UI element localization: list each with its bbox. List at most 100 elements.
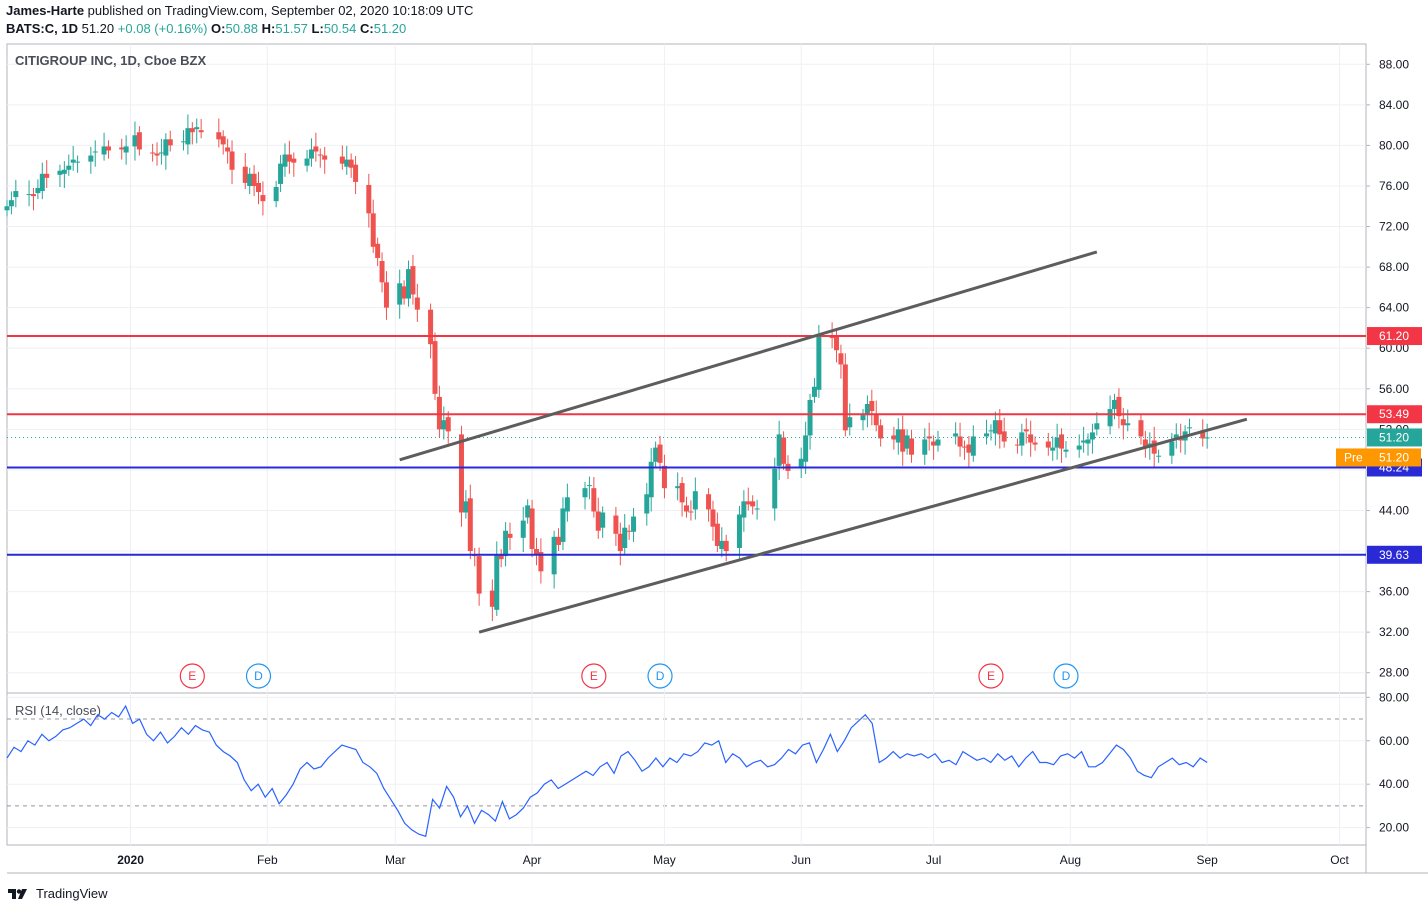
trend-line — [399, 250, 1098, 462]
author-name[interactable]: James-Harte — [6, 3, 85, 18]
candle-body — [180, 141, 186, 143]
candle-body — [626, 530, 632, 532]
candle-body — [1023, 429, 1029, 432]
candle-body — [860, 415, 866, 421]
candle-body — [926, 436, 932, 439]
candle-body — [807, 399, 813, 436]
candle — [1204, 423, 1210, 449]
candle-body — [834, 335, 840, 351]
candle — [428, 303, 434, 359]
candle — [70, 145, 76, 171]
open-value: 50.88 — [225, 21, 259, 36]
candle-body — [984, 433, 990, 437]
candle-body — [586, 485, 592, 487]
high-label: H: — [261, 21, 276, 36]
candle-body — [291, 158, 297, 163]
candle — [984, 419, 990, 445]
candle — [375, 237, 381, 267]
candle — [679, 477, 685, 517]
time-axis-label: Aug — [1060, 853, 1081, 867]
candle-body — [136, 132, 142, 150]
candle-body — [185, 128, 191, 145]
earnings-event-marker — [179, 663, 205, 689]
candle — [891, 426, 897, 450]
candle — [397, 269, 403, 319]
candle-body — [1032, 442, 1038, 445]
candle-body — [1138, 420, 1144, 437]
price-axis-label: 88.00 — [1379, 57, 1409, 71]
candle — [931, 435, 937, 460]
candle — [251, 165, 257, 197]
earnings-event-label: E — [987, 669, 995, 683]
candle-body — [582, 488, 588, 498]
price-axis-label: 72.00 — [1379, 220, 1409, 234]
candle — [560, 497, 566, 551]
candle — [675, 472, 681, 501]
candle — [895, 418, 901, 455]
symbol-label: BATS:C, 1D — [6, 21, 78, 36]
dividend-event-label: D — [1062, 669, 1071, 683]
candle-body — [220, 136, 226, 145]
candle — [661, 454, 667, 499]
candle-body — [1076, 445, 1082, 450]
candle — [1085, 433, 1091, 456]
candle-body — [366, 184, 372, 214]
candle — [961, 440, 967, 460]
candle-body — [1014, 444, 1020, 446]
candle-body — [397, 283, 403, 305]
open-label: O: — [211, 21, 226, 36]
candle — [750, 495, 756, 515]
candle — [736, 505, 742, 561]
candle-body — [869, 400, 875, 412]
candle — [860, 409, 866, 431]
rsi-axis-label: 40.00 — [1379, 777, 1409, 791]
candle — [847, 403, 853, 436]
tradingview-logo[interactable]: TradingView — [7, 886, 108, 901]
candle-body — [8, 200, 14, 207]
candle — [529, 499, 535, 558]
candle-body — [992, 420, 998, 434]
candle — [745, 487, 751, 511]
candle — [992, 411, 998, 446]
candle — [154, 142, 160, 166]
rsi-line — [6, 704, 1208, 838]
candle-body — [375, 243, 381, 258]
candle-body — [970, 436, 976, 456]
candle — [551, 530, 557, 589]
candle — [401, 280, 407, 305]
candle — [39, 162, 45, 200]
close-label: C: — [360, 21, 374, 36]
candle — [922, 428, 928, 465]
last-price-tag — [1367, 428, 1422, 447]
candle — [617, 522, 623, 566]
candle — [811, 378, 817, 403]
candle — [313, 132, 319, 162]
candle-body — [847, 417, 853, 428]
candle — [798, 447, 804, 479]
rsi-axis-label: 60.00 — [1379, 734, 1409, 748]
candle-body — [313, 146, 319, 152]
candle-body — [1125, 423, 1131, 426]
candle-body — [1045, 441, 1051, 448]
candle — [158, 138, 164, 165]
candle-body — [622, 527, 628, 548]
candle — [1120, 408, 1126, 440]
candle-body — [661, 465, 667, 489]
candle — [710, 500, 716, 541]
candle-body — [878, 425, 884, 439]
candle — [278, 155, 284, 193]
candle-body — [1156, 455, 1162, 457]
candle-body — [101, 146, 107, 155]
candle — [1014, 438, 1020, 454]
earnings-event-marker — [978, 663, 1004, 689]
candle — [741, 490, 747, 532]
candle-body — [256, 182, 262, 193]
candle — [878, 419, 884, 447]
price-change: +0.08 (+0.16%) — [117, 21, 208, 36]
candle — [692, 477, 698, 520]
candle — [803, 421, 809, 474]
candle-body — [441, 420, 447, 430]
candle — [538, 538, 544, 584]
candle-body — [719, 540, 725, 550]
